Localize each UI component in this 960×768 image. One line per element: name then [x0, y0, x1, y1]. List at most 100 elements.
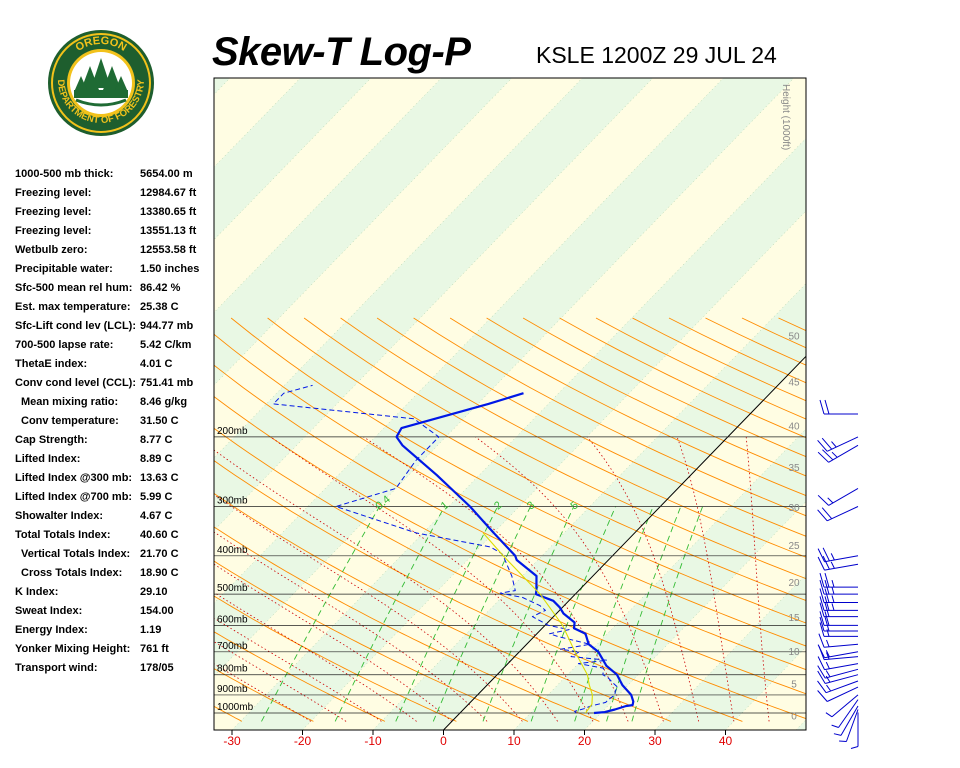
isotherm: [214, 78, 442, 313]
stat-label: Total Totals Index:: [15, 529, 111, 541]
stat-label: Wetbulb zero:: [15, 244, 88, 256]
parcel-line: [482, 532, 593, 714]
stat-label: Freezing level:: [15, 206, 92, 218]
isobar-label: 900mb: [217, 684, 248, 695]
wind-barb: [819, 572, 858, 588]
svg-text:OREGON: OREGON: [74, 35, 129, 54]
background-bands: [214, 78, 806, 730]
stat-label: Showalter Index:: [15, 510, 104, 522]
isotherm: [214, 78, 583, 459]
stat-label: Vertical Totals Index:: [21, 548, 131, 560]
wind-barb: [819, 588, 858, 603]
wind-barb: [819, 611, 858, 626]
moist-adiabat: [214, 592, 417, 722]
height-tick-label: 50: [788, 331, 800, 342]
stat-label: Sfc-500 mean rel hum:: [15, 282, 133, 294]
height-tick-label: 0: [791, 711, 797, 722]
wind-barb: [817, 444, 859, 463]
isobar-label: 300mb: [217, 495, 248, 506]
background-band: [214, 78, 653, 531]
stat-value: 5654.00 m: [140, 168, 193, 180]
stat-label: Yonker Mixing Height:: [15, 643, 131, 655]
stat-label: 1000-500 mb thick:: [15, 168, 114, 180]
dry-adiabat: [303, 317, 806, 580]
background-band: [214, 78, 371, 240]
stat-label: Sweat Index:: [15, 605, 83, 617]
dry-adiabat: [214, 705, 243, 722]
stat-value: 5.42 C/km: [140, 339, 192, 351]
wind-barb: [817, 436, 859, 452]
stat-value: 86.42 %: [140, 282, 181, 294]
isotherm: [214, 78, 795, 677]
isotherm: [795, 719, 806, 730]
dry-adiabat: [214, 595, 457, 722]
x-tick-label: 40: [719, 734, 733, 748]
stat-label: Energy Index:: [15, 624, 88, 636]
moist-adiabat: [214, 494, 523, 722]
stat-value: 21.70 C: [140, 548, 179, 560]
wind-barb: [817, 665, 859, 679]
stat-label: Lifted Index:: [15, 453, 81, 465]
mixing-ratio-line: [261, 506, 380, 722]
isobar-label: 400mb: [217, 545, 248, 556]
mixing-ratio-line: [482, 506, 575, 722]
background-band: [214, 78, 230, 95]
dry-adiabat: [815, 318, 960, 721]
dry-adiabat: [214, 395, 806, 695]
isotherm: [214, 78, 231, 95]
moist-adiabat: [214, 531, 488, 722]
wind-barb: [817, 670, 859, 684]
x-tick-label: 30: [648, 734, 662, 748]
grid-lines: [0, 78, 960, 730]
isotherm: [214, 78, 724, 604]
stat-label: K Index:: [15, 586, 59, 598]
stat-value: 8.89 C: [140, 453, 173, 465]
stat-label: Conv cond level (CCL):: [15, 377, 137, 389]
stat-label: Freezing level:: [15, 225, 92, 237]
height-tick-label: 45: [788, 377, 800, 388]
dry-adiabat: [340, 317, 806, 558]
stat-value: 1.50 inches: [140, 263, 200, 275]
wind-barb: [817, 656, 859, 671]
stat-value: 12984.67 ft: [140, 187, 197, 199]
dry-adiabat: [230, 317, 806, 624]
height-tick-label: 25: [788, 541, 800, 552]
height-axis-label: Height (1000ft): [780, 84, 791, 150]
wind-barb: [817, 644, 859, 659]
stat-value: 40.60 C: [140, 529, 179, 541]
stat-value: 12553.58 ft: [140, 244, 197, 256]
dry-adiabat: [0, 318, 171, 721]
mixing-ratio-line: [432, 506, 531, 722]
x-tick-label: -20: [294, 734, 312, 748]
dry-adiabat: [214, 492, 672, 722]
stat-label: Conv temperature:: [21, 415, 119, 427]
stat-value: 761 ft: [140, 643, 169, 655]
wind-barb: [817, 680, 859, 694]
wind-barb: [819, 622, 858, 637]
stat-label: Sfc-Lift cond lev (LCL):: [15, 320, 136, 332]
dry-adiabat: [214, 668, 314, 722]
stat-value: 4.67 C: [140, 510, 173, 522]
station-time-label: KSLE 1200Z 29 JUL 24: [536, 42, 777, 68]
isobar-label: 800mb: [217, 664, 248, 675]
dry-adiabat: [267, 317, 806, 602]
stat-label: Cross Totals Index:: [21, 567, 123, 579]
isotherm: [214, 78, 654, 531]
isotherm: [867, 78, 960, 730]
height-tick-label: 10: [788, 647, 800, 658]
chart-title: Skew-T Log-P: [212, 30, 471, 74]
isotherm: [214, 78, 513, 386]
x-tick-label: 0: [440, 734, 447, 748]
isobar-label: 600mb: [217, 614, 248, 625]
stat-label: Lifted Index @700 mb:: [15, 491, 133, 503]
height-tick-label: 15: [788, 613, 800, 624]
wind-barb: [839, 709, 859, 742]
background-band: [796, 719, 806, 730]
wind-barb: [831, 699, 859, 728]
dry-adiabat: [376, 317, 806, 537]
mixing-ratio-line: [395, 506, 499, 722]
moist-adiabat: [214, 663, 312, 722]
isobar-label: 700mb: [217, 641, 248, 652]
stat-value: 751.41 mb: [140, 377, 194, 389]
